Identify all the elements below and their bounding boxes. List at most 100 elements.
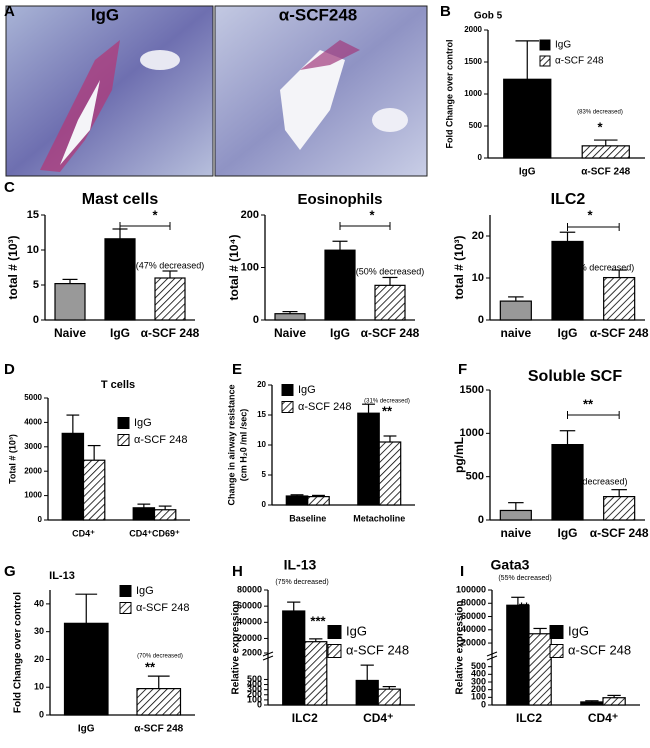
y-tick-label: 300 [471, 676, 486, 686]
y-axis-label: Fold Change over control [13, 592, 24, 713]
bar [63, 622, 109, 716]
y-tick-label: 100000 [456, 584, 486, 594]
x-tick-label: naive [500, 526, 531, 540]
legend-label: IgG [346, 623, 367, 638]
error-bar [62, 278, 78, 284]
panel-letter: D [4, 361, 15, 378]
legend-swatch [281, 384, 294, 396]
bar [503, 78, 552, 159]
legend-label: IgG [568, 623, 589, 638]
x-tick-label: IgG [558, 326, 578, 340]
y-tick-label: 80000 [461, 598, 486, 608]
y-tick-label: 0 [478, 153, 483, 162]
airway [140, 50, 180, 70]
legend-label: IgG [298, 384, 316, 396]
tissue-feature [40, 40, 120, 172]
micrograph-label: α-SCF248 [279, 5, 357, 24]
y-axis-label: pg/mL [452, 437, 466, 473]
panel-letter: C [4, 179, 15, 196]
panel-letter: F [458, 361, 467, 378]
y-tick-label: 200 [471, 684, 486, 694]
panel-letter: E [232, 361, 242, 378]
x-tick-label: ILC2 [516, 711, 542, 725]
x-tick-label: CD4⁺ [588, 711, 618, 725]
error-bar [75, 593, 98, 624]
micrograph-label: IgG [91, 5, 119, 24]
y-tick-label: 3000 [24, 442, 42, 451]
bar [499, 300, 532, 321]
legend-label: IgG [136, 585, 154, 597]
y-tick-label: 20 [257, 380, 266, 389]
y-tick-label: 10 [472, 272, 484, 284]
chart-panel: H IL-13 Relative expression 010020030040050… [231, 557, 415, 725]
bar [104, 238, 136, 321]
bar [54, 283, 86, 321]
y-tick-label: 500 [247, 674, 262, 684]
bar [61, 432, 85, 521]
chart-panel: B Gob 5 Fold Change over control 0 500 1000 15… [440, 3, 645, 178]
legend-label: α-SCF 248 [346, 642, 409, 657]
significance: * [587, 207, 593, 222]
x-tick-label: naive [500, 326, 531, 340]
y-tick-label: 20000 [237, 633, 262, 643]
error-bar [559, 231, 576, 242]
airway [280, 50, 345, 150]
y-tick-label: 500 [471, 661, 486, 671]
panel-letter: B [440, 3, 451, 20]
significance: ** [583, 396, 594, 411]
bar [285, 495, 309, 506]
error-bar [87, 444, 101, 461]
error-bar [287, 601, 301, 611]
y-axis-label: Relative expression [231, 601, 242, 695]
bar [153, 509, 177, 521]
y-tick-label: 1500 [460, 384, 484, 396]
error-bar [147, 675, 170, 689]
y-tick-label: 5 [33, 279, 39, 291]
bar [374, 284, 406, 321]
error-bar [137, 503, 151, 508]
y-tick-label: 1000 [464, 89, 482, 98]
bar [355, 679, 379, 706]
bar [378, 441, 402, 506]
y-tick-label: 200 [247, 689, 262, 699]
x-tick-label: CD4⁺CD69⁺ [129, 528, 180, 538]
chart-panel: D T cells Total # (10³) 0 1000 2000 3000 4000 50… [4, 361, 190, 538]
chart-panel: F Soluble SCF pg/mL 0 500 1000 1500 naive IgG α-S… [452, 361, 649, 540]
x-tick-label: α-SCF 248 [361, 326, 420, 340]
error-bar [533, 627, 547, 634]
chart-title: Gob 5 [474, 11, 503, 22]
bar [324, 249, 356, 321]
y-tick-label: 2000 [464, 25, 482, 34]
y-axis-label: total # (10³) [6, 235, 20, 299]
y-tick-label: 0 [478, 514, 484, 526]
error-bar [611, 489, 627, 497]
annotation: (67 % decreased) [556, 476, 627, 486]
error-bar [508, 502, 524, 511]
chart-panel: G IL-13 Fold Change over control 0 10 20 30 40 I… [4, 563, 195, 735]
y-axis-label: Relative expression [455, 601, 466, 695]
x-tick-label: Baseline [289, 513, 326, 523]
x-tick-label: IgG [330, 326, 350, 340]
significance: ** [519, 599, 530, 614]
x-tick-label: CD4⁺ [363, 711, 393, 725]
x-tick-label: α-SCF 248 [581, 167, 630, 178]
y-tick-label: 400 [471, 669, 486, 679]
y-tick-label: 500 [469, 121, 483, 130]
y-tick-label: 80000 [237, 584, 262, 594]
bar [506, 604, 530, 706]
bar [307, 496, 330, 506]
legend-swatch [539, 39, 551, 51]
significance: * [152, 207, 158, 222]
y-tick-label: 0 [38, 515, 43, 524]
y-axis-label: (cm H₂0 /ml /sec) [238, 409, 248, 482]
y-tick-label: 0 [478, 314, 484, 326]
error-bar [508, 296, 524, 302]
bar [580, 701, 604, 706]
bar [154, 277, 186, 321]
annotation: (31% decreased) [364, 399, 410, 405]
x-tick-label: IgG [110, 326, 130, 340]
bar [499, 509, 532, 521]
legend-swatch [549, 644, 564, 658]
significance: ** [145, 659, 156, 674]
legend-label: α-SCF 248 [136, 602, 189, 614]
